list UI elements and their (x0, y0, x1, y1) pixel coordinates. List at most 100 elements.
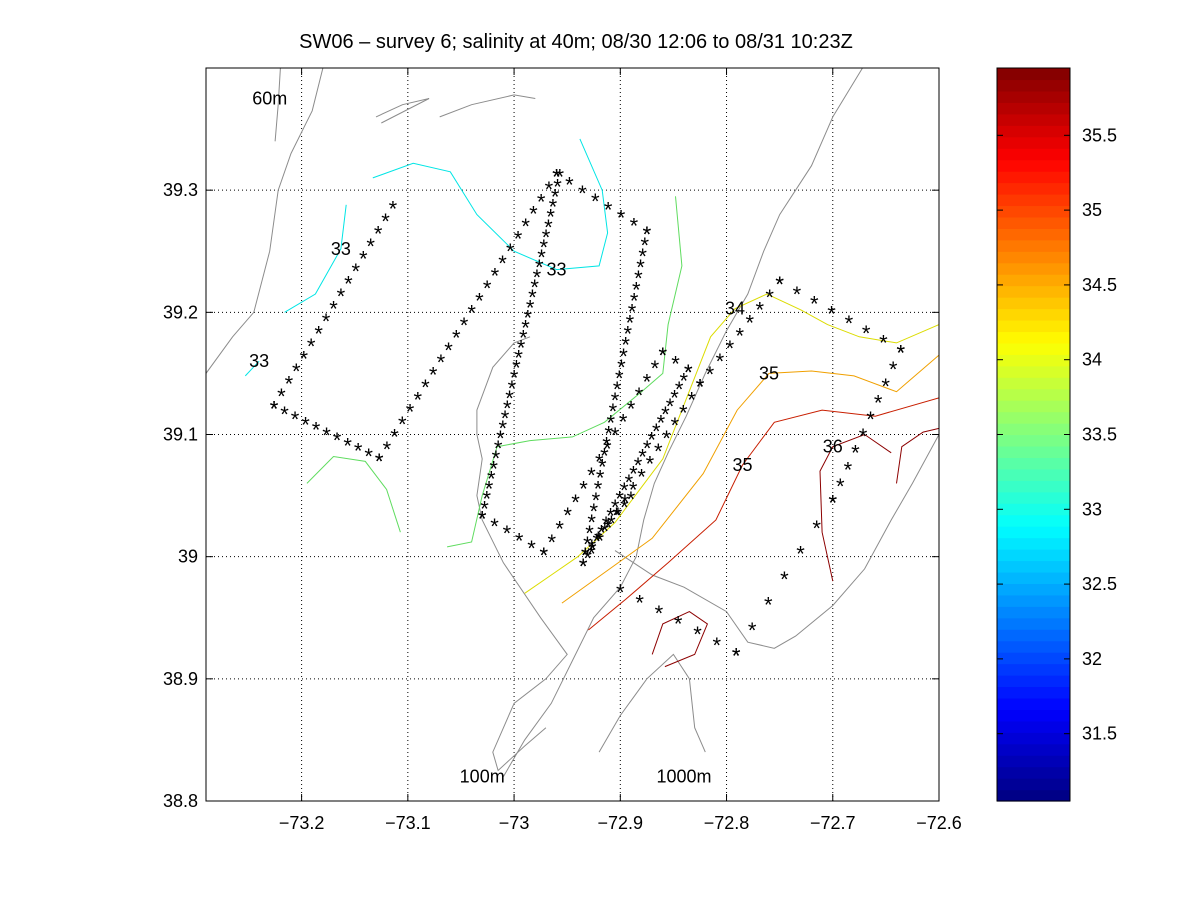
station-marker: * (862, 321, 871, 346)
station-marker: * (615, 366, 624, 391)
colorbar-tick-label: 35.5 (1082, 125, 1117, 145)
station-marker: * (675, 377, 684, 402)
station-marker: * (544, 215, 553, 240)
station-marker: * (775, 272, 784, 297)
station-marker: * (674, 612, 683, 637)
station-marker: * (793, 282, 802, 307)
colorbar-cell (997, 365, 1070, 378)
station-marker: * (359, 246, 368, 271)
colorbar-cell (997, 652, 1070, 665)
station-marker: * (530, 275, 539, 300)
colorbar-cell (997, 319, 1070, 333)
station-marker: * (535, 255, 544, 280)
station-marker: * (625, 470, 634, 495)
contour-label: 34 (725, 299, 745, 319)
colorbar-cell (997, 594, 1070, 607)
station-marker: * (827, 301, 836, 326)
station-marker: * (609, 399, 618, 424)
station-marker: * (594, 527, 603, 552)
station-marker: * (611, 423, 620, 448)
colorbar: 31.5 32 32.5 33 33.5 34 34.5 35 35.5 (996, 67, 1117, 802)
station-marker: * (506, 239, 515, 264)
station-marker: * (662, 426, 671, 451)
station-marker: * (836, 474, 845, 499)
station-marker: * (491, 264, 500, 289)
station-marker: * (280, 402, 289, 427)
contour-line (244, 360, 260, 377)
station-marker: * (587, 541, 596, 566)
colorbar-cell (997, 388, 1070, 401)
station-marker: * (542, 225, 551, 250)
station-marker: * (597, 520, 606, 545)
station-marker: * (521, 214, 530, 239)
contour-line (447, 196, 683, 548)
colorbar-cell (997, 675, 1070, 688)
colorbar-cell (997, 720, 1070, 733)
station-marker: * (596, 529, 605, 554)
station-marker: * (614, 503, 623, 528)
depth-label: 1000m (657, 767, 712, 787)
station-marker: * (627, 487, 636, 512)
station-marker: * (637, 464, 646, 489)
station-marker: * (383, 437, 392, 462)
station-marker: * (344, 271, 353, 296)
colorbar-cell (997, 411, 1070, 424)
colorbar-cell (997, 686, 1070, 699)
station-marker: * (563, 503, 572, 528)
station-marker: * (587, 510, 596, 535)
colorbar-cell (997, 560, 1070, 573)
station-marker: * (632, 277, 641, 302)
station-marker: * (508, 376, 517, 401)
station-marker: * (775, 272, 784, 297)
colorbar-cell (997, 789, 1070, 802)
station-marker: * (589, 499, 598, 524)
colorbar-tick-label: 32 (1082, 649, 1102, 669)
station-marker: * (627, 396, 636, 421)
station-marker: * (635, 383, 644, 408)
station-marker: * (602, 512, 611, 537)
station-marker: * (571, 490, 580, 515)
station-marker: * (732, 643, 741, 668)
station-marker: * (603, 436, 612, 461)
station-marker: * (512, 356, 521, 381)
contour-line (306, 455, 401, 533)
colorbar-gradient (997, 68, 1070, 802)
station-marker: * (765, 285, 774, 310)
station-marker: * (828, 491, 837, 516)
contour-label: 36 (823, 437, 843, 457)
station-marker: * (514, 346, 523, 371)
station-marker: * (630, 214, 639, 239)
station-marker: * (643, 222, 652, 247)
station-marker: * (657, 411, 666, 436)
station-marker: * (485, 476, 494, 501)
contour-line (588, 397, 939, 631)
station-marker: * (375, 449, 384, 474)
station-marker: * (706, 362, 715, 387)
station-marker: * (517, 336, 526, 361)
y-tick-label: 38.8 (163, 791, 198, 811)
station-marker: * (322, 423, 331, 448)
station-marker: * (314, 321, 323, 346)
station-marker: * (896, 340, 905, 365)
station-marker: * (553, 175, 562, 200)
station-marker: * (598, 455, 607, 480)
station-marker: * (604, 516, 613, 541)
colorbar-cell (997, 606, 1070, 619)
station-marker: * (810, 292, 819, 317)
station-marker: * (696, 375, 705, 400)
station-marker: * (696, 375, 705, 400)
station-marker: * (780, 567, 789, 592)
station-marker: * (635, 590, 644, 615)
station-marker: * (652, 419, 661, 444)
station-marker: * (540, 543, 549, 568)
station-marker: * (352, 259, 361, 284)
colorbar-cell (997, 79, 1070, 92)
station-marker: * (505, 386, 514, 411)
colorbar-cell (997, 617, 1070, 630)
station-marker: * (866, 407, 875, 432)
station-marker: * (621, 333, 630, 358)
station-marker: * (299, 347, 308, 372)
colorbar-cell (997, 136, 1070, 149)
